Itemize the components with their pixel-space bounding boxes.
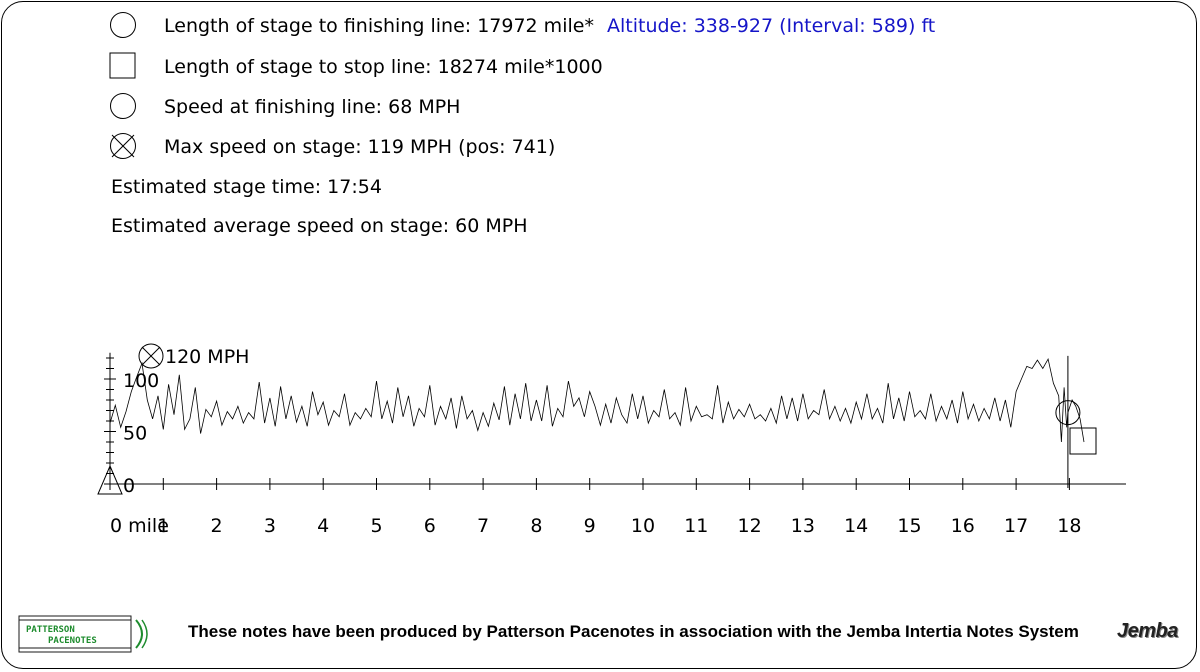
stop-marker xyxy=(1069,427,1097,455)
y-tick-label: 50 xyxy=(123,423,147,445)
x-tick-label: 3 xyxy=(264,515,276,537)
crossed-circle-icon xyxy=(108,131,138,161)
max-speed-cross xyxy=(141,346,161,366)
average-speed: Estimated average speed on stage: 60 MPH xyxy=(111,215,528,237)
max-speed-label: 120 MPH xyxy=(165,346,249,368)
x-tick-label: 2 xyxy=(211,515,223,537)
x-tick-label: 6 xyxy=(424,515,436,537)
x-tick-label: 14 xyxy=(844,515,868,537)
circle-icon xyxy=(108,91,138,121)
footer-credit: These notes have been produced by Patter… xyxy=(188,622,1079,641)
legend-finish-speed-text: Speed at finishing line: 68 MPH xyxy=(164,96,461,118)
logo-text-top: PATTERSON xyxy=(26,625,75,635)
legend-max-speed-text: Max speed on stage: 119 MPH (pos: 741) xyxy=(164,136,556,158)
legend-stop-length: Length of stage to stop line: 18274 mile… xyxy=(108,51,603,81)
y-tick-label: 0 xyxy=(123,475,135,497)
legend-stop-length-text: Length of stage to stop line: 18274 mile… xyxy=(164,56,603,78)
x-tick-label: 8 xyxy=(530,515,542,537)
x-tick-label: 18 xyxy=(1057,515,1081,537)
x-tick-label: 0 mile xyxy=(110,515,169,537)
x-tick-label: 5 xyxy=(370,515,382,537)
legend-finish-length-text: Length of stage to finishing line: 17972… xyxy=(164,15,594,37)
speed-line xyxy=(109,357,1085,443)
x-tick-label: 4 xyxy=(317,515,329,537)
logo-text-bottom: PACENOTES xyxy=(48,636,97,646)
jemba-logo: Jemba xyxy=(1117,620,1178,642)
x-tick-label: 15 xyxy=(897,515,921,537)
x-tick-label: 7 xyxy=(477,515,489,537)
x-tick-label: 17 xyxy=(1004,515,1028,537)
y-tick-label: 100 xyxy=(123,370,159,392)
stage-time: Estimated stage time: 17:54 xyxy=(111,176,382,198)
x-tick-label: 11 xyxy=(684,515,708,537)
start-triangle-icon xyxy=(97,464,123,495)
square-icon xyxy=(108,51,138,81)
altitude-label: Altitude: 338-927 (Interval: 589) ft xyxy=(604,15,936,37)
x-tick-label: 9 xyxy=(584,515,596,537)
legend-finish-length: Length of stage to finishing line: 17972… xyxy=(108,10,594,40)
legend-finish-speed: Speed at finishing line: 68 MPH xyxy=(108,91,460,121)
circle-icon xyxy=(108,10,138,40)
finish-speed-marker xyxy=(1055,400,1081,426)
x-tick-label: 10 xyxy=(631,515,655,537)
legend-max-speed: Max speed on stage: 119 MPH (pos: 741) xyxy=(108,131,555,161)
patterson-pacenotes-logo: PATTERSON PACENOTES xyxy=(18,614,154,654)
x-tick-label: 1 xyxy=(157,515,169,537)
x-tick-label: 12 xyxy=(738,515,762,537)
x-tick-label: 13 xyxy=(791,515,815,537)
max-speed-marker xyxy=(138,343,164,369)
x-tick-label: 16 xyxy=(951,515,975,537)
